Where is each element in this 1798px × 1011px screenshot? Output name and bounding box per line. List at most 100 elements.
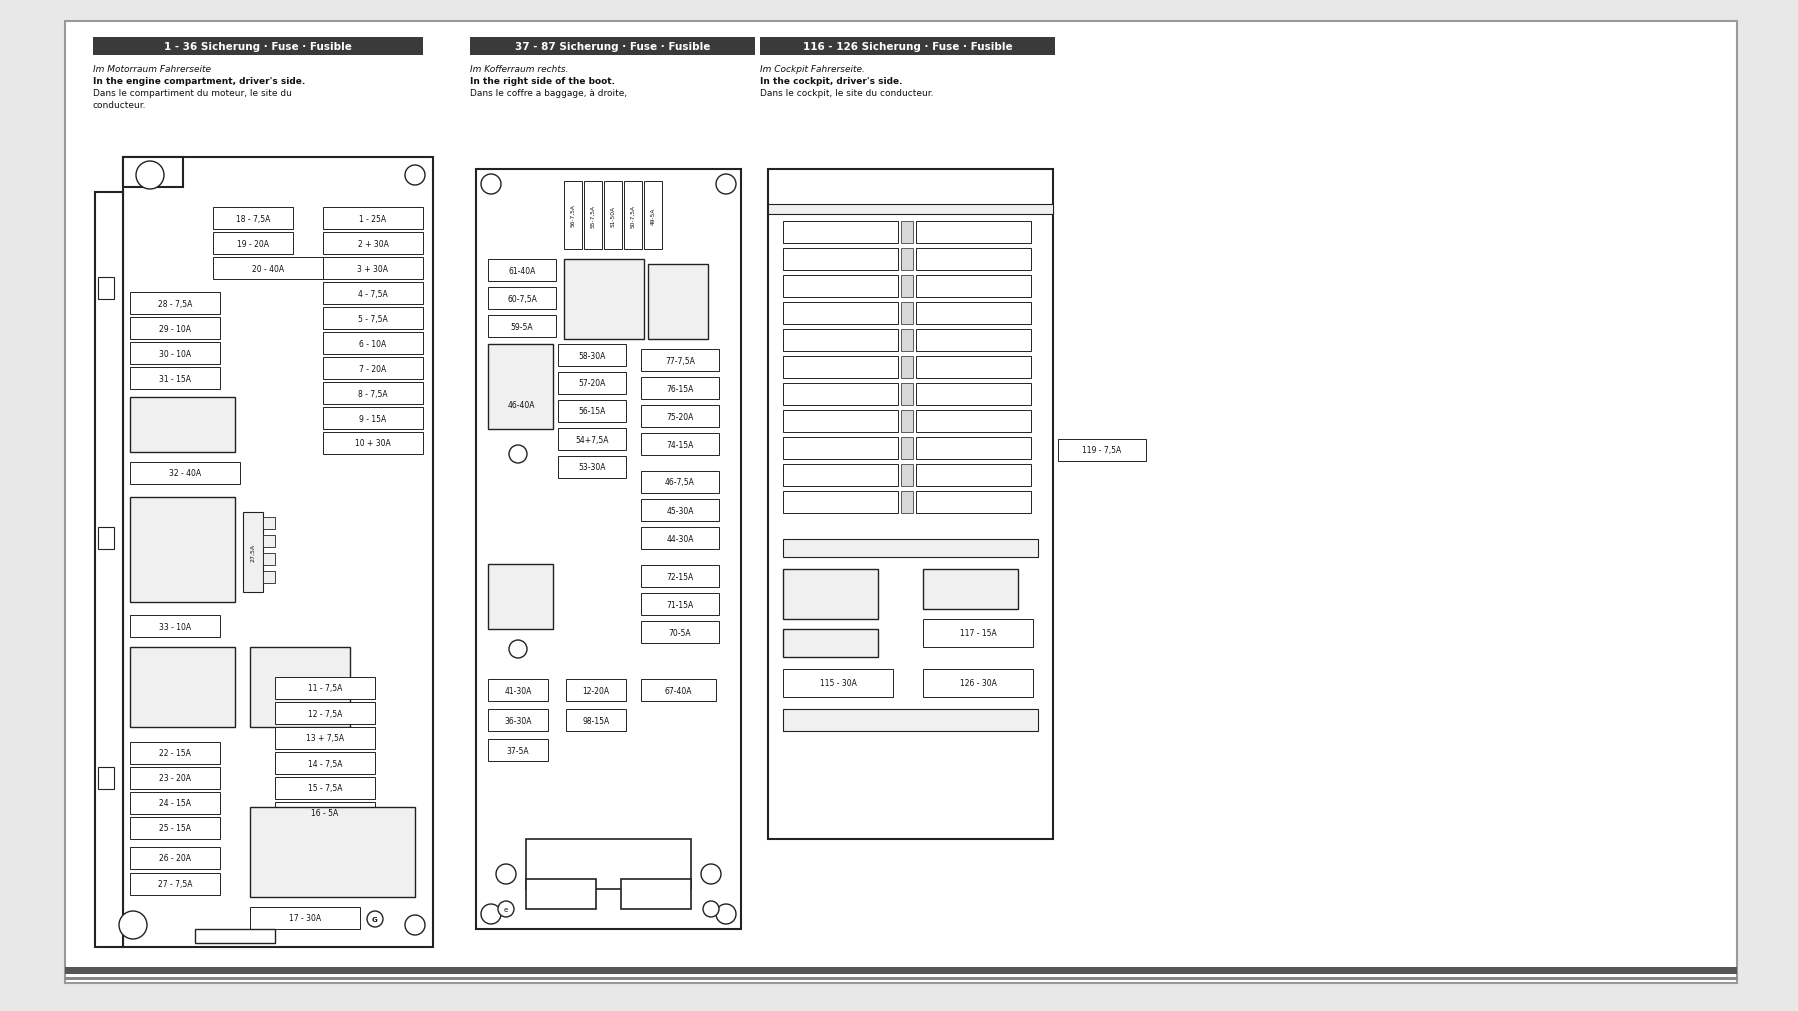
Bar [782, 357, 897, 379]
Bar [782, 710, 1037, 731]
Text: 8 - 7,5A: 8 - 7,5A [358, 389, 388, 398]
Bar [901, 249, 913, 271]
Text: 24 - 15A: 24 - 15A [158, 799, 191, 808]
Bar [640, 565, 719, 587]
Bar [557, 429, 626, 451]
Circle shape [509, 446, 527, 463]
Bar [487, 679, 548, 702]
Bar [95, 193, 122, 947]
Text: 117 - 15A: 117 - 15A [958, 629, 996, 638]
Bar [901, 383, 913, 405]
Text: 10 + 30A: 10 + 30A [354, 439, 390, 448]
Bar [915, 249, 1030, 271]
Circle shape [498, 901, 514, 917]
Circle shape [701, 864, 721, 885]
Text: 59-5A: 59-5A [511, 323, 532, 332]
Text: Dans le cockpit, le site du conducteur.: Dans le cockpit, le site du conducteur. [759, 89, 933, 98]
Circle shape [137, 162, 164, 190]
Circle shape [716, 904, 735, 924]
Bar [263, 518, 275, 530]
Bar [640, 434, 719, 456]
Circle shape [703, 901, 719, 917]
Text: 71-15A: 71-15A [665, 600, 694, 609]
Text: 14 - 7,5A: 14 - 7,5A [307, 758, 342, 767]
Bar [640, 378, 719, 399]
Bar [324, 258, 423, 280]
Text: 32 - 40A: 32 - 40A [169, 469, 201, 478]
Text: 115 - 30A: 115 - 30A [820, 678, 856, 687]
Text: 23 - 20A: 23 - 20A [158, 773, 191, 783]
Bar [469, 38, 755, 56]
Bar [476, 170, 741, 929]
Bar [487, 710, 548, 731]
Bar [129, 616, 219, 637]
Circle shape [509, 640, 527, 658]
Bar [275, 727, 374, 749]
Bar [557, 457, 626, 478]
Bar [129, 817, 219, 839]
Bar [782, 438, 897, 460]
Bar [129, 463, 239, 484]
Bar [212, 258, 324, 280]
Bar [487, 260, 556, 282]
Text: 6 - 10A: 6 - 10A [360, 339, 387, 348]
Text: 13 + 7,5A: 13 + 7,5A [306, 734, 343, 743]
Text: Dans le coffre a baggage, à droite,: Dans le coffre a baggage, à droite, [469, 89, 628, 98]
Bar [782, 383, 897, 405]
Text: 25 - 15A: 25 - 15A [158, 824, 191, 833]
Bar [901, 410, 913, 433]
Bar [122, 158, 433, 947]
Bar [487, 564, 552, 630]
Bar [915, 302, 1030, 325]
Text: 1 - 25A: 1 - 25A [360, 214, 387, 223]
Bar [275, 752, 374, 774]
Bar [584, 182, 602, 250]
Bar [263, 553, 275, 565]
Bar [640, 499, 719, 522]
Text: 98-15A: 98-15A [583, 716, 610, 725]
Bar [557, 373, 626, 394]
Text: 19 - 20A: 19 - 20A [237, 240, 270, 249]
Bar [487, 739, 548, 761]
Bar [275, 777, 374, 800]
Circle shape [119, 911, 147, 939]
Bar [915, 357, 1030, 379]
Bar [324, 283, 423, 304]
Circle shape [480, 175, 500, 195]
Text: 27,5A: 27,5A [250, 543, 255, 561]
Text: 53-30A: 53-30A [577, 463, 606, 472]
Text: 4 - 7,5A: 4 - 7,5A [358, 289, 388, 298]
Bar [640, 622, 719, 643]
Bar [525, 880, 595, 909]
Text: 49-5A: 49-5A [651, 207, 654, 224]
Bar [275, 802, 374, 824]
Text: 29 - 10A: 29 - 10A [158, 325, 191, 334]
Bar [768, 205, 1052, 214]
Bar [782, 569, 877, 620]
Bar [324, 433, 423, 455]
Text: Im Motorraum Fahrerseite: Im Motorraum Fahrerseite [93, 65, 210, 74]
Text: 37-5A: 37-5A [507, 746, 529, 755]
Bar [782, 221, 897, 244]
Bar [250, 647, 351, 727]
Text: 76-15A: 76-15A [665, 384, 694, 393]
Text: 20 - 40A: 20 - 40A [252, 264, 284, 273]
Text: 2 + 30A: 2 + 30A [358, 240, 388, 249]
Bar [97, 767, 113, 790]
Bar [640, 679, 716, 702]
Bar [620, 880, 690, 909]
Text: 12 - 7,5A: 12 - 7,5A [307, 709, 342, 718]
Text: 51-50A: 51-50A [610, 205, 615, 226]
Text: 60-7,5A: 60-7,5A [507, 294, 536, 303]
Text: 57-20A: 57-20A [577, 379, 606, 388]
Text: 58-30A: 58-30A [577, 351, 606, 360]
Text: 18 - 7,5A: 18 - 7,5A [236, 214, 270, 223]
Bar [901, 438, 913, 460]
Text: 46-7,5A: 46-7,5A [665, 478, 694, 487]
Bar [487, 345, 552, 430]
Text: 70-5A: 70-5A [669, 628, 690, 637]
Text: 9 - 15A: 9 - 15A [360, 415, 387, 423]
Text: 74-15A: 74-15A [665, 440, 694, 449]
Bar [922, 569, 1018, 610]
Text: In the right side of the boot.: In the right side of the boot. [469, 77, 615, 86]
